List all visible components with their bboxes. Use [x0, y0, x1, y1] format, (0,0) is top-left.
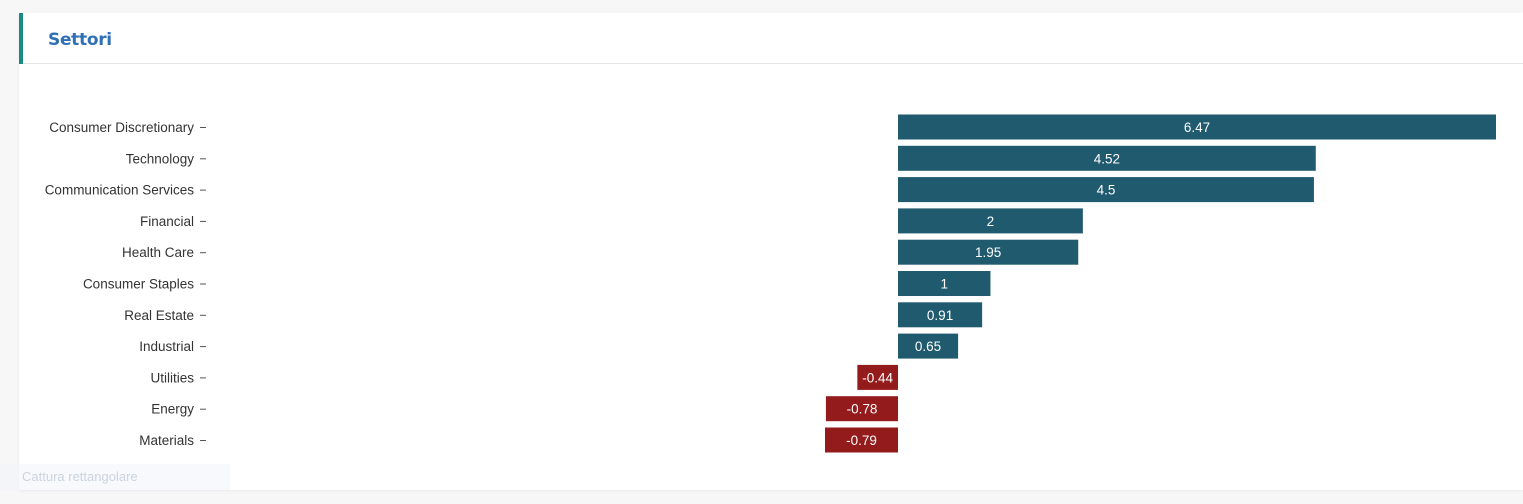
bar[interactable]: [898, 239, 1079, 265]
bar-value-label: 1.95: [975, 245, 1001, 260]
category-label: Communication Services: [45, 183, 195, 198]
bar-value-label: 0.65: [915, 339, 941, 354]
bar-value-label: -0.79: [846, 433, 877, 448]
bar[interactable]: [898, 208, 1083, 234]
bar[interactable]: [898, 333, 959, 359]
category-label: Utilities: [150, 370, 194, 385]
bar-value-label: 1: [940, 277, 948, 292]
category-label: Real Estate: [124, 308, 194, 323]
bar[interactable]: [825, 427, 899, 453]
category-label: Technology: [126, 151, 195, 166]
bar-value-label: -0.44: [862, 370, 893, 385]
bar-value-label: 2: [987, 214, 995, 229]
category-label: Health Care: [122, 245, 194, 260]
bar-value-label: 4.5: [1097, 183, 1116, 198]
bar[interactable]: [898, 145, 1316, 171]
category-label: Energy: [151, 402, 194, 417]
bar-value-label: -0.78: [847, 402, 878, 417]
category-label: Financial: [140, 214, 194, 229]
panel-accent-bar: [19, 13, 23, 64]
bar[interactable]: [825, 396, 899, 422]
category-label: Consumer Discretionary: [49, 120, 194, 135]
bar[interactable]: [898, 177, 1314, 203]
panel-header: Settori: [19, 13, 1523, 64]
bar-value-label: 0.91: [927, 308, 953, 323]
bar[interactable]: [898, 114, 1496, 140]
bar[interactable]: [857, 364, 899, 390]
category-label: Materials: [139, 433, 194, 448]
bar-value-label: 4.52: [1094, 151, 1120, 166]
category-label: Consumer Staples: [83, 277, 194, 292]
bar[interactable]: [898, 302, 983, 328]
bar[interactable]: [898, 271, 991, 296]
sector-panel: Settori: [19, 13, 1523, 490]
panel-title: Settori: [48, 30, 112, 50]
category-label: Industrial: [139, 339, 194, 354]
bar-value-label: 6.47: [1184, 120, 1210, 135]
capture-overlay-label: Cattura rettangolare: [0, 464, 230, 490]
